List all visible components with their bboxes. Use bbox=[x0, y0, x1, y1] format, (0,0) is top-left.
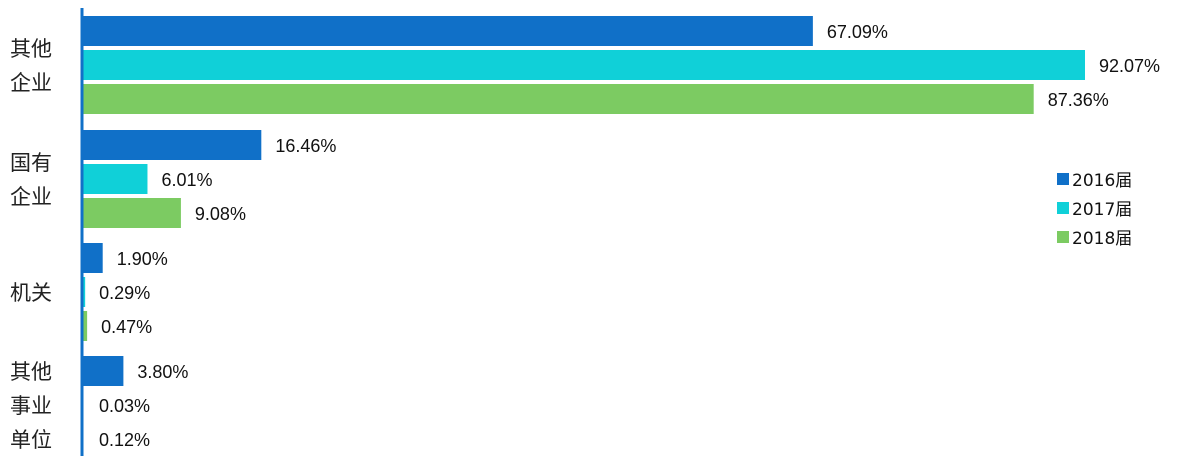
legend-label: 2016届 bbox=[1072, 171, 1132, 191]
category-label: 事业 bbox=[10, 394, 52, 418]
bar-value-label: 0.03% bbox=[99, 396, 150, 416]
value-labels-group: 67.09% 92.07% 87.36% 16.46% 6.01% 9.08% 1.90% 0… bbox=[99, 22, 1160, 450]
category-label: 企业 bbox=[10, 185, 52, 209]
bar-2-0 bbox=[82, 243, 103, 273]
bar-value-label: 0.12% bbox=[99, 430, 150, 450]
bar-1-0 bbox=[82, 130, 262, 160]
legend-swatch bbox=[1057, 231, 1069, 243]
category-label: 其他 bbox=[10, 37, 52, 61]
bar-value-label: 67.09% bbox=[827, 22, 888, 42]
category-label: 国有 bbox=[10, 151, 52, 175]
bar-value-label: 16.46% bbox=[275, 136, 336, 156]
category-label: 其他 bbox=[10, 360, 52, 384]
bar-value-label: 87.36% bbox=[1048, 90, 1109, 110]
legend: 2016届 2017届 2018届 bbox=[1057, 171, 1132, 249]
bar-2-2 bbox=[82, 311, 88, 341]
category-label: 机关 bbox=[10, 281, 52, 305]
bar-1-1 bbox=[82, 164, 148, 194]
legend-label: 2018届 bbox=[1072, 229, 1132, 249]
bar-value-label: 0.29% bbox=[99, 283, 150, 303]
bar-3-0 bbox=[82, 356, 124, 386]
category-label: 单位 bbox=[10, 428, 52, 452]
bar-value-label: 3.80% bbox=[137, 362, 188, 382]
bar-value-label: 0.47% bbox=[101, 317, 152, 337]
legend-swatch bbox=[1057, 173, 1069, 185]
bar-2-1 bbox=[82, 277, 86, 307]
bar-0-2 bbox=[82, 84, 1034, 114]
bar-0-0 bbox=[82, 16, 813, 46]
bar-1-2 bbox=[82, 198, 181, 228]
legend-swatch bbox=[1057, 202, 1069, 214]
bar-0-1 bbox=[82, 50, 1085, 80]
legend-label: 2017届 bbox=[1072, 200, 1132, 220]
bar-value-label: 92.07% bbox=[1099, 56, 1160, 76]
category-label: 企业 bbox=[10, 71, 52, 95]
bar-value-label: 6.01% bbox=[161, 170, 212, 190]
bar-value-label: 1.90% bbox=[117, 249, 168, 269]
bars-group bbox=[82, 16, 1085, 454]
bar-value-label: 9.08% bbox=[195, 204, 246, 224]
